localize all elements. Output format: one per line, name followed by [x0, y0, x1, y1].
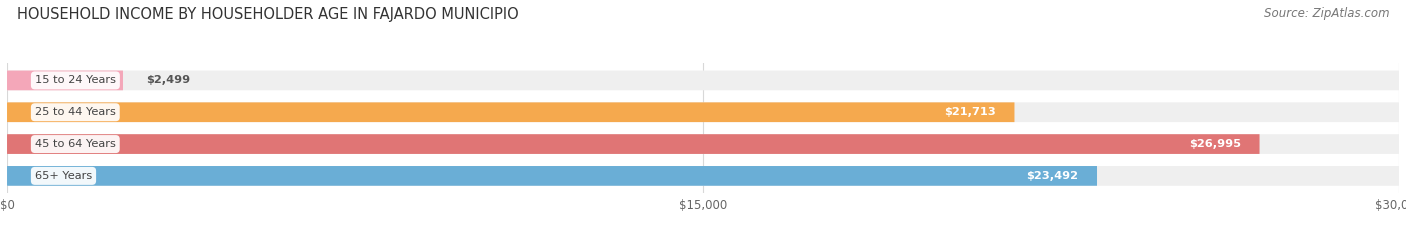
Text: 15 to 24 Years: 15 to 24 Years: [35, 75, 115, 86]
Text: $2,499: $2,499: [146, 75, 190, 86]
FancyBboxPatch shape: [7, 102, 1399, 122]
Text: 25 to 44 Years: 25 to 44 Years: [35, 107, 115, 117]
FancyBboxPatch shape: [7, 134, 1260, 154]
FancyBboxPatch shape: [7, 71, 1399, 90]
FancyBboxPatch shape: [7, 71, 122, 90]
FancyBboxPatch shape: [7, 166, 1399, 186]
FancyBboxPatch shape: [7, 166, 1097, 186]
FancyBboxPatch shape: [7, 134, 1399, 154]
FancyBboxPatch shape: [7, 102, 1015, 122]
Text: $21,713: $21,713: [945, 107, 995, 117]
Text: 65+ Years: 65+ Years: [35, 171, 93, 181]
Text: $23,492: $23,492: [1026, 171, 1078, 181]
Text: HOUSEHOLD INCOME BY HOUSEHOLDER AGE IN FAJARDO MUNICIPIO: HOUSEHOLD INCOME BY HOUSEHOLDER AGE IN F…: [17, 7, 519, 22]
Text: 45 to 64 Years: 45 to 64 Years: [35, 139, 115, 149]
Text: Source: ZipAtlas.com: Source: ZipAtlas.com: [1264, 7, 1389, 20]
Text: $26,995: $26,995: [1189, 139, 1241, 149]
